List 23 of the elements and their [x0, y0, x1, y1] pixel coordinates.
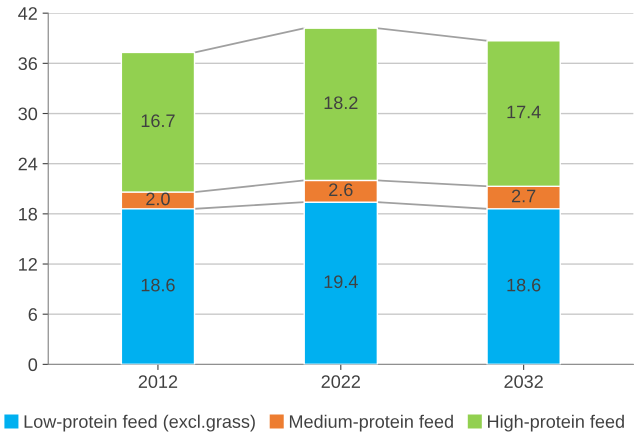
legend-label: Low-protein feed (excl.grass)	[24, 414, 255, 432]
data-label: 2.0	[146, 192, 170, 206]
y-tick-label: 24	[18, 158, 38, 170]
y-tick-label: 18	[19, 208, 38, 221]
data-label: 18.2	[324, 96, 358, 110]
data-label: 18.6	[142, 278, 175, 292]
data-label: 16.7	[142, 114, 175, 128]
legend-label: High-protein feed	[488, 414, 624, 432]
y-tick-label: 12	[19, 258, 37, 271]
y-tick-label: 0	[28, 358, 38, 372]
data-label: 18.6	[507, 278, 540, 292]
y-tick-label: 6	[28, 308, 38, 321]
y-tick-label: 42	[18, 7, 37, 20]
data-label: 2.6	[329, 183, 353, 196]
data-label: 2.7	[512, 190, 536, 202]
x-tick-label: 2012	[138, 375, 178, 388]
y-tick-label: 36	[18, 57, 38, 70]
y-tick-label: 30	[18, 107, 38, 120]
legend-label: Medium-protein feed	[290, 414, 453, 432]
x-tick-label: 2022	[322, 375, 360, 388]
x-tick-label: 2032	[504, 375, 543, 388]
data-label: 17.4	[507, 106, 541, 118]
data-label: 19.4	[324, 275, 358, 288]
